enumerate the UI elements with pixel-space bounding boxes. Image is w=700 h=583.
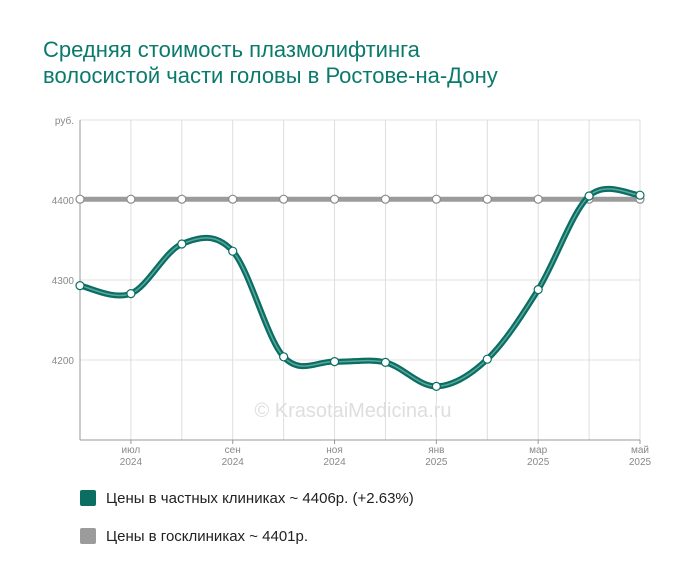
data-point-public [75, 194, 85, 204]
y-tick-label: 4200 [52, 356, 75, 367]
legend-swatch-private [80, 490, 96, 506]
series-public-clinics [75, 194, 645, 204]
data-point-private [228, 246, 238, 256]
data-point-private [584, 191, 594, 201]
legend-item-private: Цены в частных клиниках ~ 4406р. (+2.63%… [80, 488, 414, 508]
chart-legend: Цены в частных клиниках ~ 4406р. (+2.63%… [80, 488, 414, 564]
data-point-private [75, 281, 85, 291]
x-tick-label-year: 2025 [425, 457, 448, 468]
x-tick-label-month: мар [529, 445, 547, 456]
series-private-clinics [75, 185, 645, 391]
chart-title-line-1: Средняя стоимость плазмолифтинга [43, 37, 420, 62]
data-point-public [431, 194, 441, 204]
x-tick-label-year: 2025 [629, 457, 652, 468]
x-tick-label-month: июл [122, 445, 141, 456]
legend-label-public: Цены в госклиниках ~ 4401р. [106, 527, 309, 545]
legend-label-private: Цены в частных клиниках ~ 4406р. (+2.63%… [106, 489, 414, 507]
series-line-private [79, 185, 641, 390]
chart-title-line-2: волосистой части головы в Ростове-на-Дон… [43, 63, 498, 88]
chart-title: Средняя стоимость плазмолифтинга волосис… [43, 37, 663, 89]
data-point-public [279, 194, 289, 204]
y-tick-label: 4400 [52, 196, 75, 207]
data-point-private [126, 289, 136, 299]
x-tick-label-year: 2024 [222, 457, 245, 468]
y-tick-label: 4300 [52, 276, 75, 287]
data-point-public [126, 194, 136, 204]
x-tick-label-month: май [631, 445, 649, 456]
x-tick-label-year: 2024 [120, 457, 143, 468]
y-axis-unit-label: руб. [55, 115, 74, 127]
x-tick-label-year: 2025 [527, 457, 550, 468]
data-point-public [482, 194, 492, 204]
x-tick-label-year: 2024 [323, 457, 346, 468]
data-point-public [228, 194, 238, 204]
data-point-public [177, 194, 187, 204]
legend-item-public: Цены в госклиниках ~ 4401р. [80, 526, 414, 546]
data-point-private [635, 190, 645, 200]
series-line-private-highlight [79, 188, 641, 388]
data-point-private [177, 239, 187, 249]
data-point-public [380, 194, 391, 204]
data-point-public [329, 194, 340, 204]
data-point-private [279, 352, 289, 362]
watermark: © KrasotaiMedicina.ru [254, 400, 451, 422]
legend-swatch-public [80, 528, 96, 544]
chart-axes: руб.420043004400июл2024сен2024ноя2024янв… [52, 115, 652, 468]
data-point-private [380, 357, 391, 367]
data-point-private [533, 285, 543, 295]
data-point-private [482, 354, 492, 364]
data-point-public [533, 194, 543, 204]
data-point-private [329, 357, 340, 367]
x-tick-label-month: ноя [326, 445, 343, 456]
x-tick-label-month: янв [428, 445, 444, 456]
x-tick-label-month: сен [225, 445, 241, 456]
chart-grid [80, 119, 641, 440]
chart-series [75, 185, 645, 391]
data-point-private [431, 381, 441, 391]
